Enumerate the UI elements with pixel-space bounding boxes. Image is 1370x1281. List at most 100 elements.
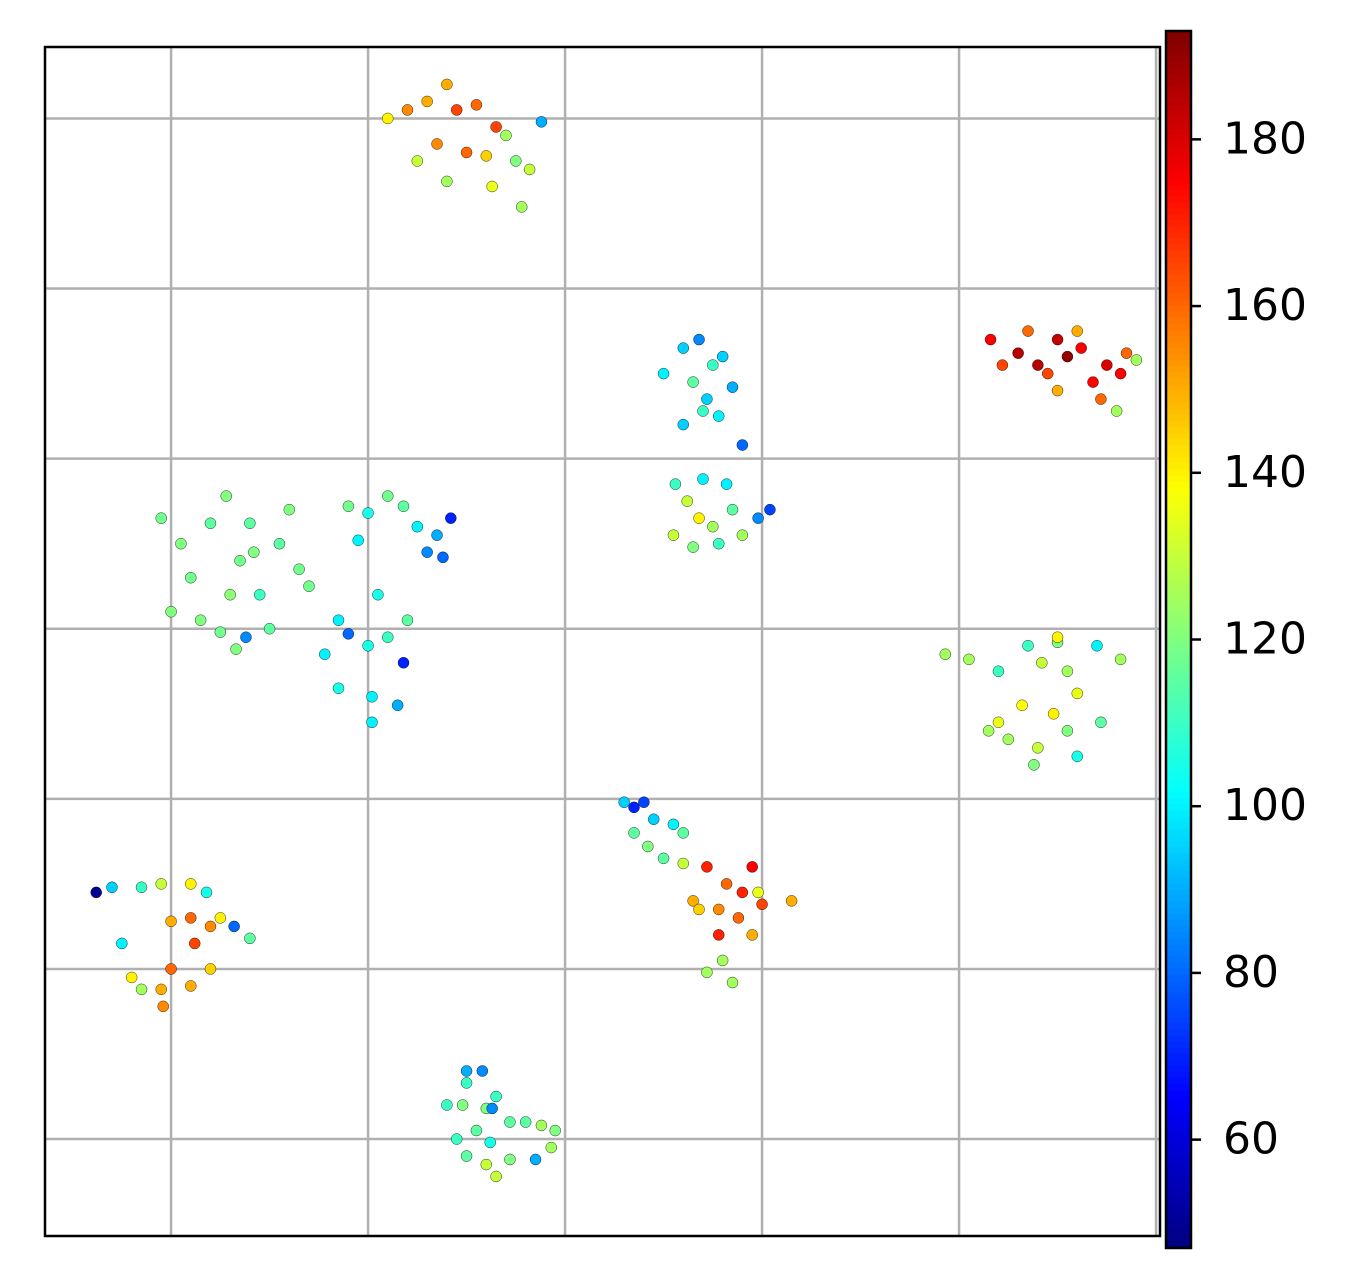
colorbar-segment <box>1166 164 1191 172</box>
point <box>1016 699 1028 711</box>
colorbar-segment <box>1166 962 1191 969</box>
colorbar-segment <box>1166 256 1191 263</box>
point <box>1036 657 1048 669</box>
colorbar-segment <box>1166 329 1191 336</box>
colorbar-segment <box>1166 1193 1191 1200</box>
colorbar-tick-label: 120 <box>1223 614 1307 665</box>
point <box>1022 640 1034 652</box>
point <box>185 572 197 584</box>
colorbar-segment <box>1166 262 1191 269</box>
point <box>185 980 197 992</box>
colorbar-segment <box>1166 791 1191 799</box>
point <box>1071 750 1083 763</box>
colorbar-segment <box>1166 785 1191 793</box>
colorbar-segment <box>1166 864 1191 872</box>
point <box>230 643 242 655</box>
colorbar-segment <box>1166 365 1191 373</box>
point <box>1061 350 1074 363</box>
colorbar-segment <box>1166 85 1191 93</box>
colorbar-segment <box>1166 1162 1191 1170</box>
colorbar-segment <box>1166 310 1191 318</box>
colorbar-segment <box>1166 1065 1191 1073</box>
colorbar-segment <box>1166 688 1191 695</box>
point <box>1110 405 1123 417</box>
point <box>764 503 776 516</box>
point <box>342 500 355 512</box>
colorbar-segment <box>1166 1235 1191 1243</box>
point <box>736 529 749 541</box>
point <box>157 1000 169 1013</box>
point <box>254 589 266 601</box>
colorbar-segment <box>1166 676 1191 683</box>
point <box>204 920 217 933</box>
colorbar-segment <box>1166 243 1191 251</box>
colorbar-segment <box>1166 1156 1191 1164</box>
colorbar-segment <box>1166 195 1191 202</box>
colorbar-segment <box>1166 749 1191 756</box>
point <box>185 912 197 924</box>
colorbar-segment <box>1166 335 1191 342</box>
colorbar-segment <box>1166 1199 1191 1207</box>
colorbar-segment <box>1166 779 1191 787</box>
colorbar-segment <box>1166 657 1191 665</box>
colorbar-segment <box>1166 755 1191 762</box>
point <box>490 121 502 133</box>
point <box>441 78 453 91</box>
point <box>234 555 246 567</box>
point <box>248 546 260 558</box>
point <box>642 840 654 853</box>
colorbar-segment <box>1166 1174 1191 1182</box>
point <box>486 180 498 193</box>
point <box>382 631 394 643</box>
colorbar-segment <box>1166 207 1191 215</box>
point <box>273 537 286 550</box>
colorbar-segment <box>1166 1132 1191 1140</box>
colorbar-segment <box>1166 554 1191 561</box>
colorbar-segment <box>1166 834 1191 841</box>
colorbar-segment <box>1166 846 1191 854</box>
colorbar-segment <box>1166 639 1191 647</box>
point <box>746 861 758 873</box>
colorbar-segment <box>1166 803 1191 811</box>
point <box>244 517 256 529</box>
point <box>535 1119 548 1132</box>
point <box>752 512 764 524</box>
colorbar-segment <box>1166 505 1191 513</box>
point <box>939 648 951 660</box>
colorbar-segment <box>1166 651 1191 659</box>
point <box>421 546 433 558</box>
colorbar-segment <box>1166 1211 1191 1219</box>
point <box>204 517 217 529</box>
colorbar-segment <box>1166 1077 1191 1085</box>
colorbar-segment <box>1166 1016 1191 1024</box>
point <box>713 903 725 916</box>
colorbar-segment <box>1166 487 1191 495</box>
point <box>155 512 167 524</box>
point <box>175 537 187 550</box>
point <box>391 699 404 711</box>
colorbar-segment <box>1166 992 1191 1000</box>
colorbar-segment <box>1166 116 1191 123</box>
point <box>431 529 443 541</box>
colorbar-segment <box>1166 408 1191 415</box>
point <box>687 541 699 553</box>
point <box>1071 687 1083 700</box>
colorbar-segment <box>1166 1071 1191 1079</box>
colorbar-segment <box>1166 682 1191 689</box>
point <box>992 716 1005 728</box>
plot-frame <box>43 45 1162 1238</box>
point <box>397 657 410 669</box>
colorbar-segment <box>1166 353 1191 361</box>
point <box>756 898 768 911</box>
point <box>1032 359 1044 371</box>
point <box>638 796 650 808</box>
point <box>1042 367 1054 380</box>
colorbar-segment <box>1166 669 1191 677</box>
colorbar-segment <box>1166 797 1191 805</box>
colorbar-segment <box>1166 61 1191 69</box>
point <box>1061 665 1074 677</box>
point <box>701 966 713 979</box>
colorbar-segment <box>1166 280 1191 288</box>
colorbar-segment <box>1166 815 1191 823</box>
point <box>362 640 374 652</box>
